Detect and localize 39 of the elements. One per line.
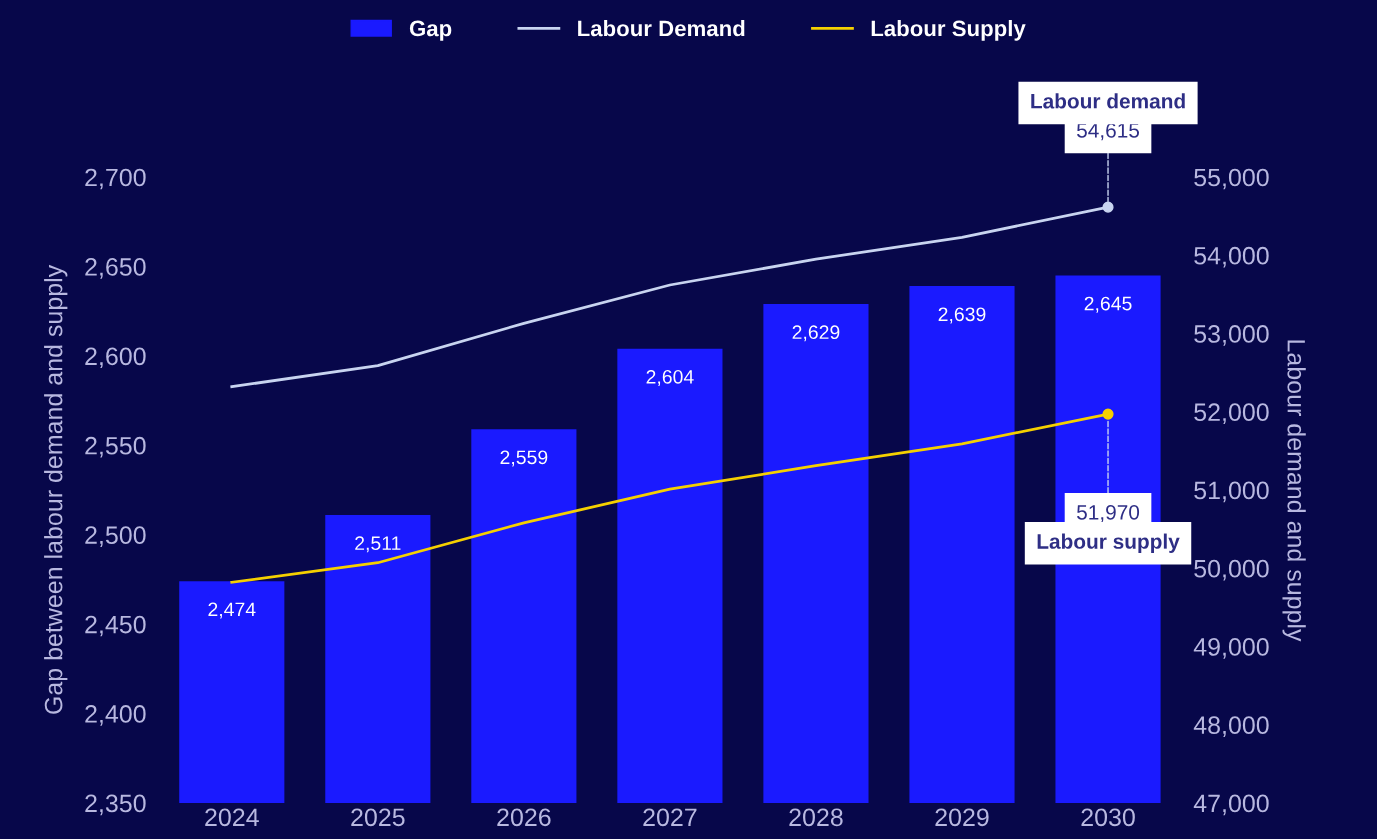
legend-label: Labour Supply (871, 20, 1026, 41)
x-tick-label: 2025 (351, 808, 405, 827)
x-tick-label: 2027 (643, 808, 697, 827)
data-label: 51,970 (1077, 504, 1140, 523)
y-tick-label: 2,500 (85, 526, 146, 547)
y-tick-label: 2,600 (85, 347, 146, 369)
legend-label: Labour Demand (578, 20, 745, 37)
x-tick-label: 2024 (205, 808, 259, 827)
y-tick-label: 2,450 (85, 615, 146, 637)
y2-tick-label: 52,000 (1194, 403, 1269, 424)
y-tick-label: 2,400 (85, 705, 146, 726)
y-tick-label: 2,700 (85, 168, 146, 190)
y2-tick-label: 51,000 (1194, 481, 1269, 503)
x-tick-label: 2030 (1081, 808, 1135, 827)
data-label: 2,474 (208, 602, 256, 619)
y-axis-title: Gap between labour demand and supply (44, 264, 68, 714)
y-tick-label: 2,550 (85, 436, 146, 458)
data-label: 2,645 (1084, 296, 1132, 313)
y-tick-label: 2,650 (85, 258, 146, 279)
y-tick-label: 2,350 (85, 794, 146, 816)
data-label: 2,559 (500, 450, 548, 467)
x-tick-label: 2028 (789, 808, 843, 827)
x-tick-label: 2029 (935, 808, 989, 827)
y2-tick-label: 47,000 (1193, 794, 1269, 816)
data-label: 2,639 (938, 307, 986, 324)
text: Labour demand (1031, 93, 1185, 109)
data-label: 2,511 (355, 536, 401, 553)
x-tick-label: 2026 (497, 808, 551, 827)
data-label: 2,629 (792, 325, 840, 342)
legend-label: Gap (409, 20, 452, 41)
data-label: 2,604 (646, 369, 694, 387)
y2-tick-label: 53,000 (1194, 325, 1269, 346)
y2-tick-label: 55,000 (1194, 168, 1269, 190)
y2-tick-label: 49,000 (1193, 638, 1269, 659)
y2-tick-label: 54,000 (1194, 246, 1269, 268)
annotation: Labour supply (1037, 533, 1180, 553)
y2-tick-label: 50,000 (1194, 559, 1269, 581)
y2-tick-label: 48,000 (1193, 716, 1269, 737)
y2-axis-title: Labour demand and supply (1282, 340, 1306, 642)
